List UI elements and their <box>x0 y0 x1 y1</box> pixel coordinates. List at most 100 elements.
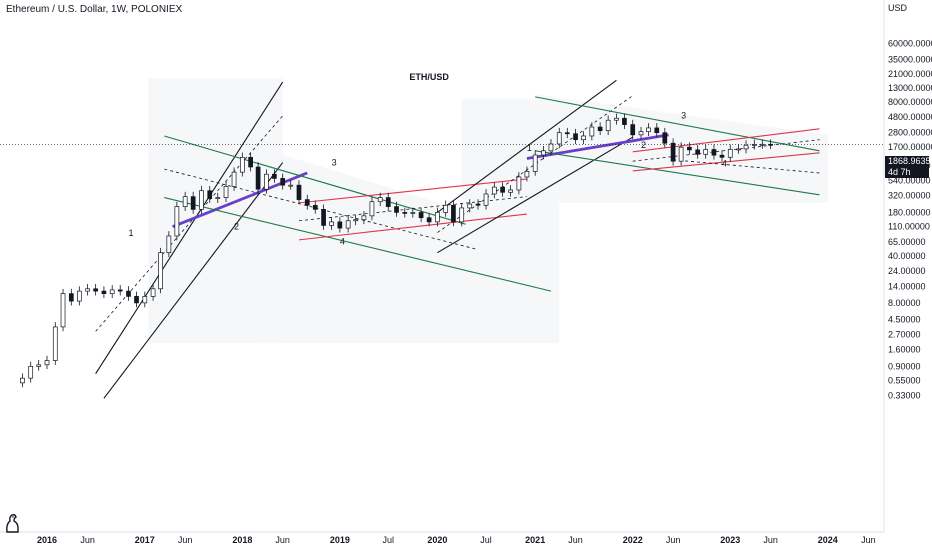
candle-body <box>117 289 123 292</box>
candle-body <box>166 235 172 254</box>
candle-body <box>174 206 180 237</box>
x-tick-label: Jul <box>382 535 394 545</box>
candle-body <box>614 117 619 121</box>
annotation-label: 4 <box>340 236 345 246</box>
annotation-label: 2 <box>234 222 239 232</box>
candle-body <box>353 219 358 222</box>
candle-body <box>321 209 326 226</box>
x-tick-label: 2023 <box>720 535 740 545</box>
countdown: 4d 7h <box>888 167 911 177</box>
y-tick-label: 0.33000 <box>888 391 921 401</box>
candle-body <box>280 178 286 186</box>
pattern-band <box>461 98 560 257</box>
candle-body <box>541 150 546 156</box>
candle-body <box>264 173 269 190</box>
candle-body <box>109 289 115 294</box>
annotation-label: 2 <box>641 140 646 150</box>
candle-body <box>223 186 229 198</box>
channel-3b-upper-line <box>535 96 820 152</box>
candle-body <box>564 132 570 135</box>
candle-body <box>215 197 221 199</box>
candle-body <box>573 133 578 141</box>
channel-3b-lower-line <box>535 150 820 196</box>
candle-body <box>743 144 749 150</box>
y-tick-label: 540.00000 <box>888 176 931 186</box>
candle-body <box>345 220 351 229</box>
candle-body <box>524 170 530 178</box>
channel-1b-lower-line <box>437 136 634 254</box>
candle-body <box>369 201 375 217</box>
y-tick-label: 14.00000 <box>888 282 926 292</box>
candle-body <box>85 288 90 292</box>
y-tick-label: 13000.00000 <box>888 83 932 93</box>
y-tick-label: 21000.00000 <box>888 69 932 79</box>
annotation-label: 3 <box>332 158 337 168</box>
candle-body <box>500 186 505 193</box>
x-tick-label: 2016 <box>37 535 57 545</box>
candle-body <box>248 156 253 168</box>
y-tick-label: 180.00000 <box>888 207 931 217</box>
candle-body <box>711 149 717 156</box>
y-tick-label: 0.90000 <box>888 361 921 371</box>
candle-body <box>556 132 562 145</box>
candle-body <box>597 126 603 132</box>
trendline-2b-purple <box>526 133 669 160</box>
candle-body <box>182 196 188 207</box>
channel-4-lower-line <box>298 213 527 241</box>
candle-body <box>703 149 709 155</box>
y-tick-label: 35000.00000 <box>888 54 932 64</box>
channel-3b-mid-line <box>673 159 820 174</box>
y-tick-label: 320.00000 <box>888 191 931 201</box>
channel-4-upper-line <box>298 178 527 204</box>
x-tick-label: Jun <box>666 535 681 545</box>
currency-label: USD <box>888 3 908 13</box>
x-tick-label: Jun <box>568 535 583 545</box>
annotation-label: 4 <box>722 159 727 169</box>
channel-4b-upper-line <box>632 128 820 153</box>
candle-body <box>678 146 684 162</box>
channel-1b-upper-line <box>437 79 617 213</box>
channel-3-upper-line <box>164 135 466 225</box>
candle-body <box>418 212 424 219</box>
candle-body <box>126 290 131 297</box>
x-tick-label: 2021 <box>525 535 545 545</box>
x-tick-label: 2020 <box>427 535 447 545</box>
channel-1b-mid-line <box>437 95 633 233</box>
last-price: 1868.96353 <box>888 156 932 166</box>
chart-title: ETH/USD <box>409 72 449 82</box>
y-tick-label: 2800.00000 <box>888 128 932 138</box>
candle-body <box>329 221 334 226</box>
candle-body <box>142 296 148 304</box>
annotation-label: 1 <box>527 143 532 153</box>
x-tick-label: 2018 <box>232 535 252 545</box>
candle-body <box>654 127 660 134</box>
y-tick-label: 8.00000 <box>888 298 921 308</box>
channel-3-lower-line <box>164 197 552 292</box>
candle-body <box>272 173 277 179</box>
channel-4b-mid-line <box>632 139 820 162</box>
candle-body <box>630 124 636 136</box>
candle-body <box>532 154 538 172</box>
candle-body <box>60 293 66 328</box>
x-tick-label: 2022 <box>623 535 643 545</box>
candle-body <box>158 252 163 290</box>
candle-body <box>337 221 343 229</box>
tradingview-logo-icon[interactable] <box>4 512 22 534</box>
candle-body <box>670 142 676 162</box>
channel-4b-lower-line <box>632 152 820 172</box>
last-price-tag: 1868.96353 4d 7h <box>885 156 932 178</box>
y-tick-label: 1700.00000 <box>888 142 932 152</box>
y-tick-label: 2.70000 <box>888 329 921 339</box>
candle-body <box>76 290 82 302</box>
candle-body <box>402 212 408 214</box>
candle-body <box>385 197 391 207</box>
candle-body <box>548 143 554 152</box>
candle-body <box>255 166 261 190</box>
candle-body <box>44 360 50 366</box>
candle-body <box>207 190 213 199</box>
candle-body <box>475 203 481 206</box>
annotation-label: 1 <box>129 228 134 238</box>
y-tick-label: 110.00000 <box>888 222 930 232</box>
channel-1-lower-line <box>103 162 284 399</box>
